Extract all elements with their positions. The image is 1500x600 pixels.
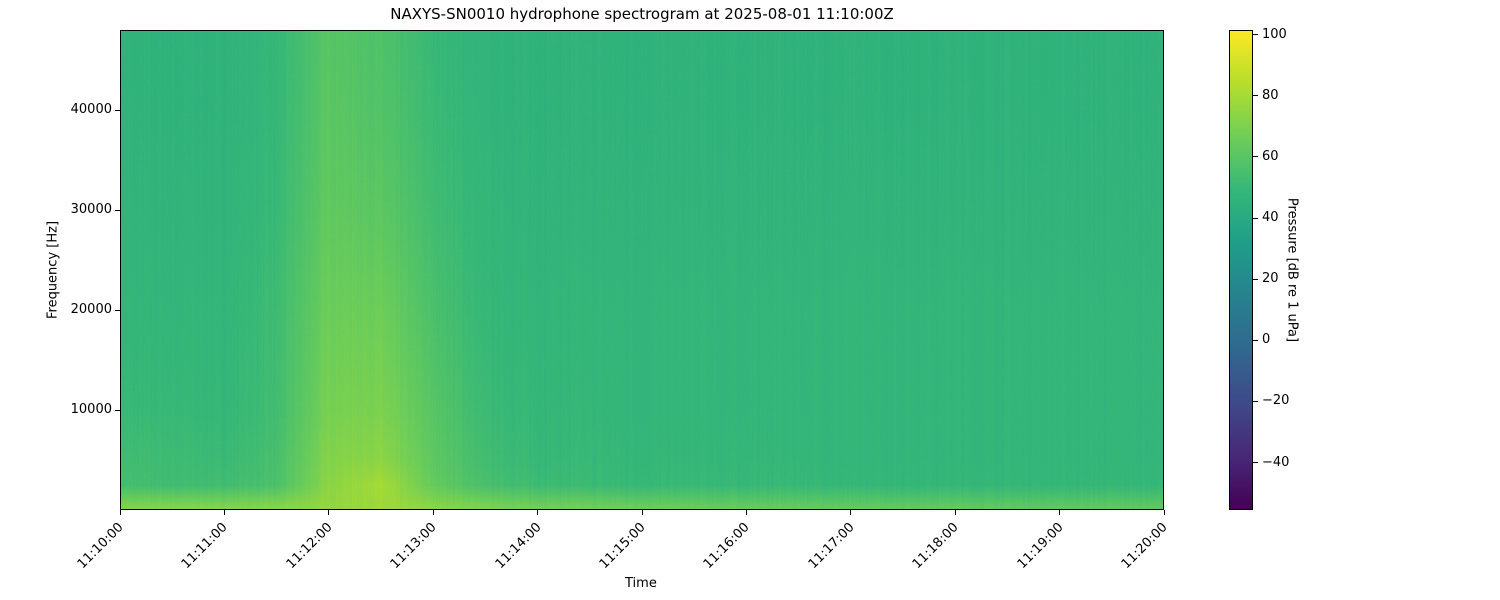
- y-tick-mark: [115, 309, 120, 311]
- x-tick-label: 11:14:00: [492, 520, 545, 572]
- x-tick-mark: [1059, 510, 1061, 515]
- colorbar-tick-label: 0: [1262, 332, 1271, 348]
- colorbar-tick-mark: [1253, 278, 1258, 280]
- x-tick-label: 11:13:00: [387, 520, 440, 572]
- colorbar-tick-label: −40: [1262, 454, 1290, 470]
- colorbar-tick-label: 100: [1262, 26, 1287, 42]
- x-tick-mark: [850, 510, 852, 515]
- x-tick-mark: [537, 510, 539, 515]
- x-tick-label: 11:18:00: [909, 520, 962, 572]
- x-tick-mark: [119, 510, 121, 515]
- colorbar-tick-label: 40: [1262, 210, 1279, 226]
- colorbar-tick-mark: [1253, 217, 1258, 219]
- y-tick-mark: [115, 409, 120, 411]
- x-tick-label: 11:15:00: [596, 520, 649, 572]
- x-tick-label: 11:11:00: [179, 520, 231, 572]
- x-tick-label: 11:12:00: [283, 520, 336, 572]
- colorbar-tick-label: −20: [1262, 393, 1290, 409]
- y-tick-label: 20000: [70, 302, 112, 317]
- x-tick-mark: [432, 510, 434, 515]
- x-tick-mark: [1163, 510, 1165, 515]
- colorbar-tick-label: 20: [1262, 271, 1279, 287]
- plot-area: [120, 30, 1164, 510]
- y-tick-label: 30000: [70, 202, 112, 217]
- x-tick-label: 11:19:00: [1014, 520, 1067, 572]
- colorbar-tick-mark: [1253, 462, 1258, 464]
- x-tick-mark: [954, 510, 956, 515]
- x-tick-label: 11:10:00: [74, 520, 127, 572]
- colorbar-title: Pressure [dB re 1 uPa]: [1284, 197, 1300, 343]
- colorbar-tick-mark: [1253, 156, 1258, 158]
- x-tick-mark: [328, 510, 330, 515]
- x-tick-label: 11:20:00: [1118, 520, 1171, 572]
- spectrogram-heatmap: [120, 30, 1164, 510]
- y-tick-mark: [115, 109, 120, 111]
- colorbar-tick-mark: [1253, 339, 1258, 341]
- x-tick-mark: [745, 510, 747, 515]
- x-tick-label: 11:16:00: [701, 520, 753, 572]
- y-tick-label: 10000: [70, 402, 112, 417]
- colorbar-tick-mark: [1253, 400, 1258, 402]
- y-tick-label: 40000: [70, 102, 112, 117]
- colorbar-tick-label: 80: [1262, 87, 1279, 103]
- x-tick-mark: [641, 510, 643, 515]
- x-tick-mark: [223, 510, 225, 515]
- chart-title: NAXYS-SN0010 hydrophone spectrogram at 2…: [390, 5, 894, 23]
- colorbar-tick-label: 60: [1262, 148, 1279, 164]
- x-axis-title: Time: [625, 576, 657, 591]
- colorbar: [1229, 30, 1253, 510]
- y-tick-mark: [115, 209, 120, 211]
- colorbar-tick-mark: [1253, 95, 1258, 97]
- colorbar-tick-mark: [1253, 34, 1258, 36]
- x-tick-label: 11:17:00: [805, 520, 858, 572]
